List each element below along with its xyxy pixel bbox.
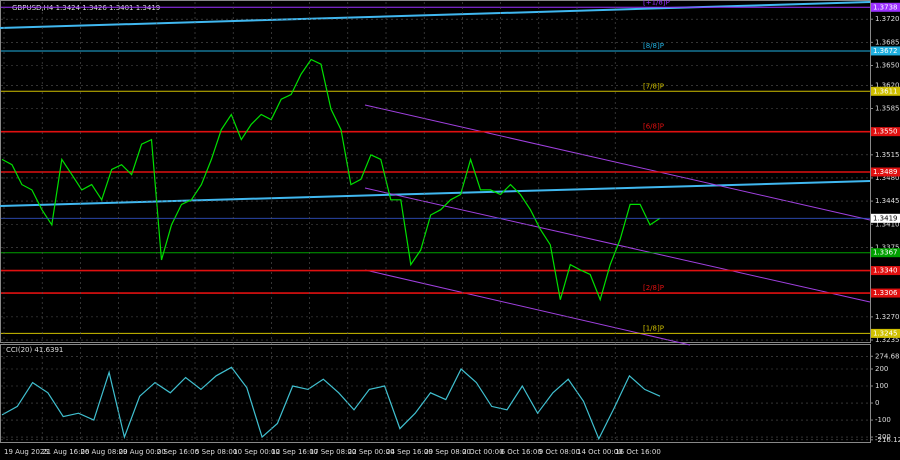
current-price-label: 1.3419 [873, 214, 898, 222]
y-tick-label: 1.3445 [875, 197, 900, 205]
y-tick-label: 1.3585 [875, 104, 900, 112]
level-price-box [871, 86, 900, 96]
time-label: 16 Oct 16:00 [615, 448, 661, 456]
time-label: 26 Aug 08:00 [80, 448, 127, 456]
y-tick-label: -100 [875, 416, 891, 424]
time-label: 21 Aug 16:00 [42, 448, 89, 456]
time-label: 2 Oct 00:00 [462, 448, 503, 456]
y-tick-label: 1.3270 [875, 313, 900, 321]
level-price-label: 1.3611 [873, 87, 898, 95]
cci-line [1, 366, 661, 441]
level-price-box [871, 328, 900, 338]
y-tick-label: -216.1279 [875, 436, 900, 444]
level-price-label: 1.3306 [873, 289, 898, 297]
y-tick-label: -200 [875, 433, 891, 441]
current-price-box [871, 213, 900, 223]
y-tick-label: 1.3410 [875, 220, 900, 228]
y-tick-label: 1.3620 [875, 81, 900, 89]
level-price-box [871, 167, 900, 177]
y-tick-label: 1.3650 [875, 62, 900, 70]
level-price-label: 1.3340 [873, 267, 898, 275]
level-price-box [871, 266, 900, 276]
trend-line [364, 269, 691, 346]
y-tick-label: 1.3720 [875, 15, 900, 23]
time-label: 29 Aug 00:00 [119, 448, 166, 456]
price-line [1, 58, 661, 302]
y-tick-label: 1.3235 [875, 336, 900, 344]
y-tick-label: 1.3480 [875, 174, 900, 182]
level-price-label: 1.3672 [873, 47, 898, 55]
level-price-label: 1.3489 [873, 168, 898, 176]
cci-pane-frame [0, 344, 871, 443]
time-label: 29 Sep 08:00 [424, 448, 471, 456]
level-price-box [871, 127, 900, 137]
level-tag: [2/8]P [643, 284, 664, 292]
y-tick-label: 100 [875, 382, 888, 390]
channel-line [0, 180, 871, 207]
level-price-box [871, 46, 900, 56]
time-label: 14 Oct 00:00 [577, 448, 623, 456]
y-tick-label: 1.3515 [875, 151, 900, 159]
level-price-label: 1.3550 [873, 128, 898, 136]
level-tag: [1/8]P [643, 324, 664, 332]
time-label: 10 Sep 00:00 [233, 448, 280, 456]
y-tick-label: 1.3375 [875, 243, 900, 251]
price-pane-frame [0, 0, 871, 343]
time-label: 12 Sep 16:00 [271, 448, 318, 456]
time-label: 22 Sep 00:00 [348, 448, 395, 456]
cci-title: CCI(20) 41.6391 [6, 346, 63, 354]
time-label: 9 Oct 08:00 [539, 448, 580, 456]
y-tick-label: 200 [875, 365, 888, 373]
level-price-box [871, 248, 900, 258]
level-tag: [+1/8]P [643, 0, 670, 6]
time-label: 19 Aug 2025 [4, 448, 49, 456]
level-price-label: 1.3367 [873, 249, 898, 257]
time-label: 5 Sep 08:00 [195, 448, 237, 456]
level-tag: [7/8]P [643, 82, 664, 90]
time-label: 24 Sep 16:00 [386, 448, 433, 456]
level-price-label: 1.3245 [873, 329, 898, 337]
y-tick-label: 0 [875, 399, 879, 407]
time-label: 17 Sep 08:00 [310, 448, 357, 456]
level-tag: [6/8]P [643, 123, 664, 131]
y-tick-label: 1.3685 [875, 38, 900, 46]
level-price-box [871, 288, 900, 298]
trend-line [364, 104, 871, 221]
channel-line [0, 1, 871, 29]
level-price-box [871, 2, 900, 12]
symbol-header: GBPUSD,H4 1.3424 1.3426 1.3401 1.3419 [12, 4, 160, 12]
time-label: 6 Oct 16:00 [501, 448, 542, 456]
level-tag: [8/8]P [643, 42, 664, 50]
level-price-label: 1.3738 [873, 3, 898, 11]
time-label: 2 Sep 16:00 [157, 448, 199, 456]
y-tick-label: 274.6864 [875, 352, 900, 360]
